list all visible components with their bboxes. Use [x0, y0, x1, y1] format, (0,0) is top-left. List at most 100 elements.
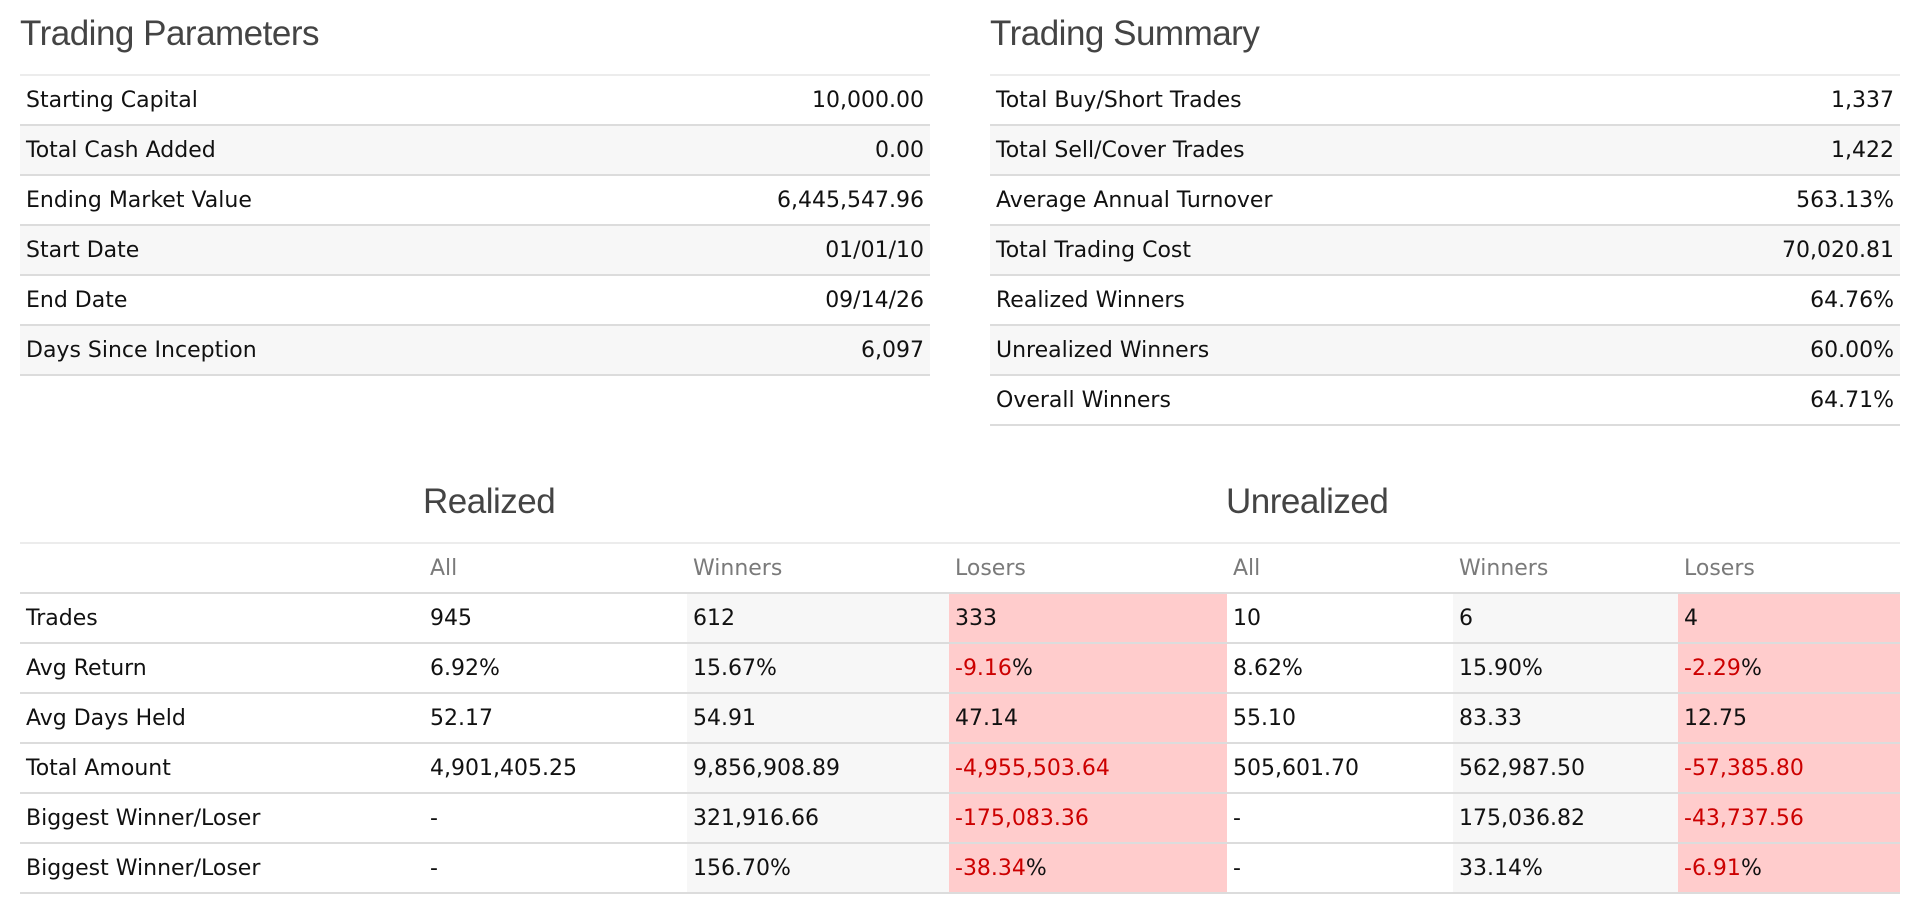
table-row: Ending Market Value 6,445,547.96	[20, 175, 930, 226]
realized-losers-cell: -9.16%	[949, 643, 1227, 694]
column-header-realized-winners: Winners	[687, 542, 949, 594]
row-value: 01/01/10	[540, 225, 930, 276]
realized-winners-cell: 321,916.66	[687, 793, 949, 844]
trading-summary-table: Total Buy/Short Trades 1,337 Total Sell/C…	[990, 74, 1900, 426]
unrealized-all-cell: -	[1227, 843, 1453, 894]
table-row: Overall Winners 64.71%	[990, 375, 1900, 426]
row-value: 10,000.00	[540, 74, 930, 126]
table-row: Avg Days Held 52.17 54.91 47.14 55.10 83…	[20, 693, 1900, 744]
table-row: Average Annual Turnover 563.13%	[990, 175, 1900, 226]
realized-all-cell: -	[424, 843, 687, 894]
trading-parameters-title: Trading Parameters	[20, 14, 320, 53]
percent-suffix: %	[1740, 655, 1762, 681]
row-label: Avg Return	[20, 643, 424, 694]
table-row: Days Since Inception 6,097	[20, 325, 930, 376]
realized-losers-cell: -175,083.36	[949, 793, 1227, 844]
row-value: 70,020.81	[1510, 225, 1900, 276]
unrealized-losers-cell: 4	[1678, 593, 1900, 644]
realized-title: Realized	[423, 482, 556, 521]
negative-value: -6.91	[1684, 855, 1741, 881]
row-label: Total Trading Cost	[990, 225, 1510, 276]
row-value: 563.13%	[1510, 175, 1900, 226]
negative-value: -2.29	[1684, 655, 1741, 681]
trading-parameters-table: Starting Capital 10,000.00 Total Cash Add…	[20, 74, 930, 376]
row-label: Start Date	[20, 225, 540, 276]
column-header-unrealized-winners: Winners	[1453, 542, 1678, 594]
realized-unrealized-table: All Winners Losers All Winners Losers Tr…	[20, 542, 1900, 894]
table-row: Starting Capital 10,000.00	[20, 74, 930, 126]
realized-winners-cell: 54.91	[687, 693, 949, 744]
negative-value: -4,955,503.64	[955, 755, 1110, 781]
row-label: Overall Winners	[990, 375, 1510, 426]
negative-value: -38.34	[955, 855, 1026, 881]
percent-suffix: %	[1025, 855, 1047, 881]
row-label: Total Amount	[20, 743, 424, 794]
realized-all-cell: 4,901,405.25	[424, 743, 687, 794]
negative-value: -175,083.36	[955, 805, 1089, 831]
row-label: Biggest Winner/Loser	[20, 793, 424, 844]
row-value: 1,337	[1510, 74, 1900, 126]
negative-value: -57,385.80	[1684, 755, 1804, 781]
column-header-unrealized-all: All	[1227, 542, 1453, 594]
row-value: 64.76%	[1510, 275, 1900, 326]
percent-suffix: %	[1011, 655, 1033, 681]
column-header-unrealized-losers: Losers	[1678, 542, 1900, 594]
negative-value: -43,737.56	[1684, 805, 1804, 831]
realized-all-cell: -	[424, 793, 687, 844]
realized-losers-cell: 333	[949, 593, 1227, 644]
unrealized-all-cell: 8.62%	[1227, 643, 1453, 694]
row-label: Trades	[20, 593, 424, 644]
realized-winners-cell: 612	[687, 593, 949, 644]
row-value: 0.00	[540, 125, 930, 176]
row-label: Biggest Winner/Loser	[20, 843, 424, 894]
realized-all-cell: 52.17	[424, 693, 687, 744]
row-value: 1,422	[1510, 125, 1900, 176]
row-label: Realized Winners	[990, 275, 1510, 326]
table-row: Avg Return 6.92% 15.67% -9.16% 8.62% 15.…	[20, 643, 1900, 694]
table-row: Total Amount 4,901,405.25 9,856,908.89 -…	[20, 743, 1900, 794]
unrealized-losers-cell: -43,737.56	[1678, 793, 1900, 844]
unrealized-winners-cell: 6	[1453, 593, 1678, 644]
column-header-realized-losers: Losers	[949, 542, 1227, 594]
row-label: Total Cash Added	[20, 125, 540, 176]
row-label: Unrealized Winners	[990, 325, 1510, 376]
realized-winners-cell: 156.70%	[687, 843, 949, 894]
unrealized-all-cell: -	[1227, 793, 1453, 844]
table-row: End Date 09/14/26	[20, 275, 930, 326]
unrealized-losers-cell: -57,385.80	[1678, 743, 1900, 794]
row-label: Days Since Inception	[20, 325, 540, 376]
unrealized-winners-cell: 562,987.50	[1453, 743, 1678, 794]
table-row: Biggest Winner/Loser - 156.70% -38.34% -…	[20, 843, 1900, 894]
unrealized-winners-cell: 83.33	[1453, 693, 1678, 744]
row-label: Average Annual Turnover	[990, 175, 1510, 226]
row-label: Total Buy/Short Trades	[990, 74, 1510, 126]
unrealized-losers-cell: -2.29%	[1678, 643, 1900, 694]
row-value: 64.71%	[1510, 375, 1900, 426]
unrealized-winners-cell: 15.90%	[1453, 643, 1678, 694]
realized-winners-cell: 9,856,908.89	[687, 743, 949, 794]
unrealized-all-cell: 10	[1227, 593, 1453, 644]
table-row: Total Sell/Cover Trades 1,422	[990, 125, 1900, 176]
table-row: Realized Winners 64.76%	[990, 275, 1900, 326]
table-row: Trades 945 612 333 10 6 4	[20, 593, 1900, 644]
row-value: 09/14/26	[540, 275, 930, 326]
realized-winners-cell: 15.67%	[687, 643, 949, 694]
table-row: Total Cash Added 0.00	[20, 125, 930, 176]
percent-suffix: %	[1740, 855, 1762, 881]
unrealized-losers-cell: -6.91%	[1678, 843, 1900, 894]
realized-losers-cell: 47.14	[949, 693, 1227, 744]
row-value: 6,097	[540, 325, 930, 376]
table-row: Biggest Winner/Loser - 321,916.66 -175,0…	[20, 793, 1900, 844]
row-label: Ending Market Value	[20, 175, 540, 226]
row-label: Total Sell/Cover Trades	[990, 125, 1510, 176]
unrealized-all-cell: 505,601.70	[1227, 743, 1453, 794]
table-row: Total Buy/Short Trades 1,337	[990, 74, 1900, 126]
unrealized-losers-cell: 12.75	[1678, 693, 1900, 744]
column-header-realized-all: All	[424, 542, 687, 594]
row-value: 60.00%	[1510, 325, 1900, 376]
realized-all-cell: 945	[424, 593, 687, 644]
unrealized-title: Unrealized	[1226, 482, 1389, 521]
header-spacer	[20, 542, 424, 594]
table-row: Start Date 01/01/10	[20, 225, 930, 276]
row-label: Avg Days Held	[20, 693, 424, 744]
